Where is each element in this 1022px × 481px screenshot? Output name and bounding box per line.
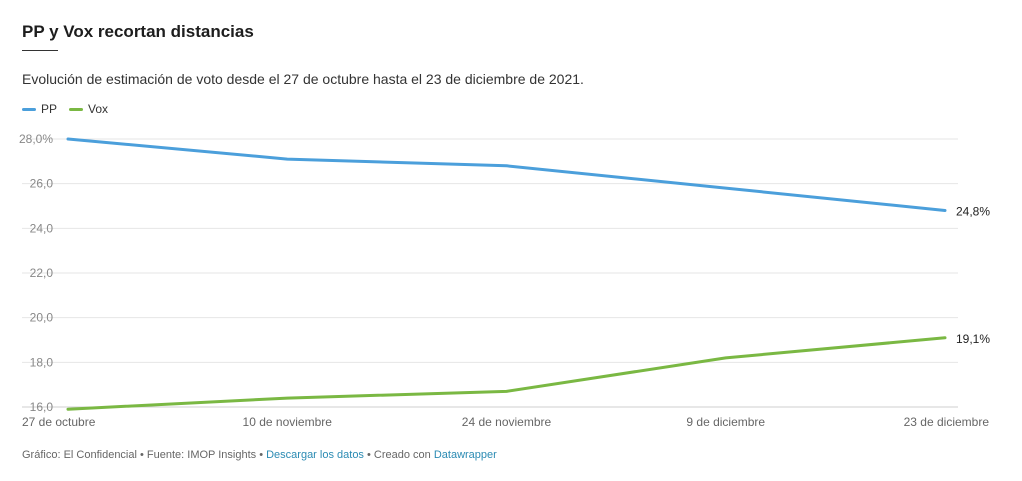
legend-label-pp: PP bbox=[41, 102, 58, 116]
end-label-pp: 24,8% bbox=[956, 204, 990, 218]
y-tick-label: 26,0 bbox=[30, 177, 54, 191]
legend-label-vox: Vox bbox=[88, 102, 109, 116]
y-tick-label: 20,0 bbox=[30, 311, 54, 325]
chart-subtitle: Evolución de estimación de voto desde el… bbox=[22, 71, 584, 87]
footer-source: Gráfico: El Confidencial • Fuente: IMOP … bbox=[22, 449, 267, 461]
footer-created-with: • Creado con bbox=[363, 449, 434, 461]
datawrapper-link[interactable]: Datawrapper bbox=[433, 449, 497, 461]
legend-item-pp: PP bbox=[22, 102, 57, 116]
legend-item-vox: Vox bbox=[69, 102, 108, 116]
chart-title: PP y Vox recortan distancias bbox=[22, 22, 254, 41]
legend: PP Vox bbox=[22, 102, 108, 116]
x-tick-label: 10 de noviembre bbox=[243, 415, 333, 429]
legend-swatch-vox bbox=[69, 107, 84, 111]
y-tick-label: 22,0 bbox=[30, 266, 54, 280]
x-tick-label: 24 de noviembre bbox=[462, 415, 552, 429]
series-line-pp bbox=[66, 137, 947, 212]
y-tick-label: 24,0 bbox=[30, 221, 54, 235]
download-data-link[interactable]: Descargar los datos bbox=[266, 449, 364, 461]
title-underline bbox=[22, 50, 58, 51]
footer: Gráfico: El Confidencial • Fuente: IMOP … bbox=[22, 449, 497, 461]
end-label-vox: 19,1% bbox=[956, 332, 990, 346]
series-line-vox bbox=[66, 336, 947, 411]
y-tick-label: 18,0 bbox=[30, 355, 54, 369]
legend-swatch-pp bbox=[22, 107, 36, 111]
y-tick-label: 16,0 bbox=[30, 400, 54, 414]
x-tick-label: 27 de octubre bbox=[22, 415, 96, 429]
x-tick-label: 9 de diciembre bbox=[686, 415, 765, 429]
x-tick-label: 23 de diciembre bbox=[904, 415, 990, 429]
y-tick-label: 28,0% bbox=[19, 132, 53, 146]
